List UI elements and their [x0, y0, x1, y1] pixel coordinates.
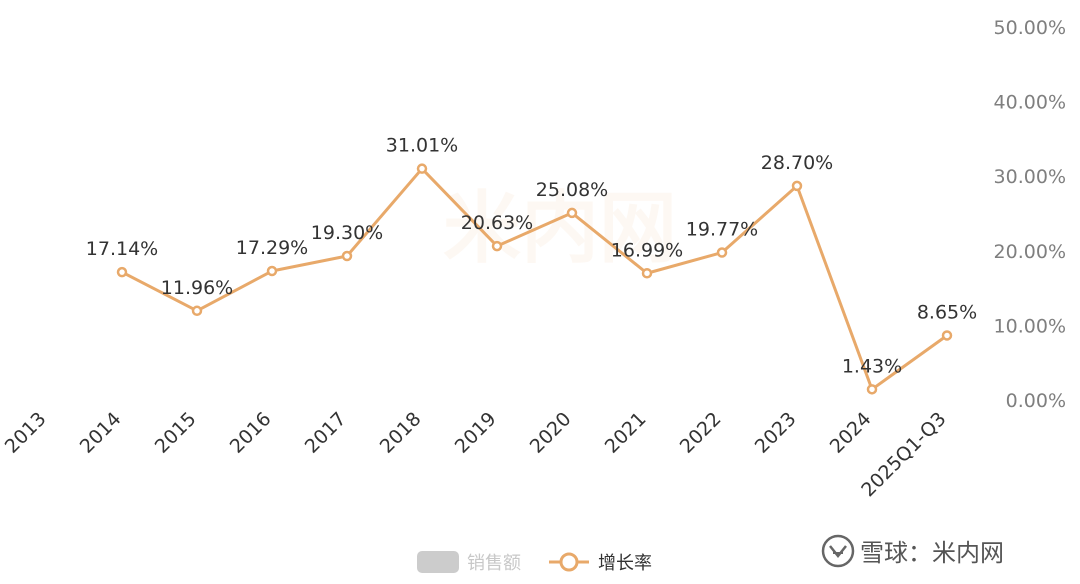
data-point[interactable] — [491, 240, 503, 252]
data-label: 31.01% — [386, 135, 458, 157]
x-tick-label: 2024 — [826, 408, 876, 458]
data-point[interactable] — [716, 247, 728, 258]
data-point[interactable] — [191, 305, 203, 317]
y-axis-ticks: 0.00% 10.00% 20.00% 30.00% 40.00% 50.00% — [994, 17, 1066, 412]
legend-item-sales[interactable]: 销售额 — [417, 551, 521, 574]
data-label: 1.43% — [842, 355, 902, 377]
legend-marker-growth — [559, 552, 579, 572]
x-tick-label: 2017 — [301, 408, 351, 458]
x-tick-label: 2021 — [601, 408, 651, 458]
footer-brand-text: 雪球：米内网 — [860, 539, 1004, 567]
data-labels: 17.14%11.96%17.29%19.30% 31.01% 20.63%25.0… — [86, 135, 977, 378]
data-point[interactable] — [941, 330, 953, 341]
data-point[interactable] — [791, 180, 803, 192]
data-label: 19.77% — [686, 219, 758, 241]
footer-brand: 雪球：米内网 — [821, 534, 1004, 568]
data-label: 25.08% — [536, 179, 608, 201]
series-line — [116, 163, 953, 395]
x-tick-label: 2016 — [226, 408, 276, 458]
data-point[interactable] — [866, 384, 878, 395]
data-label: 16.99% — [611, 239, 683, 261]
y-tick-label: 40.00% — [994, 92, 1066, 114]
x-tick-label: 2018 — [376, 408, 426, 458]
data-label: 17.29% — [236, 237, 308, 259]
y-tick-label: 20.00% — [994, 241, 1066, 263]
data-point[interactable] — [266, 265, 278, 277]
x-tick-label: 2022 — [676, 408, 726, 458]
data-point[interactable] — [566, 207, 578, 219]
data-label: 11.96% — [161, 277, 233, 299]
x-tick-label: 2023 — [751, 408, 801, 458]
x-tick-label: 2019 — [451, 408, 501, 458]
y-tick-label: 0.00% — [1006, 390, 1066, 412]
data-label: 28.70% — [761, 152, 833, 174]
legend-label-growth: 增长率 — [598, 553, 652, 574]
x-tick-label: 2015 — [151, 408, 201, 458]
legend: 销售额 增长率 — [417, 551, 652, 574]
y-tick-label: 50.00% — [994, 17, 1066, 39]
data-point[interactable] — [641, 268, 653, 279]
data-point[interactable] — [416, 163, 428, 174]
legend-swatch-sales — [417, 551, 459, 573]
data-point[interactable] — [341, 250, 353, 262]
data-label: 19.30% — [311, 222, 383, 244]
legend-label-sales: 销售额 — [467, 553, 521, 574]
growth-rate-line — [121, 167, 948, 391]
data-label: 20.63% — [461, 212, 533, 234]
x-tick-label: 2014 — [76, 408, 126, 458]
y-tick-label: 30.00% — [994, 166, 1066, 188]
y-tick-label: 10.00% — [994, 315, 1066, 337]
x-tick-label: 2013 — [1, 408, 51, 458]
x-axis-ticks: 2013 2014 2015 2016 2017 2018 2019 2020 2021 2022… — [1, 408, 951, 501]
data-point[interactable] — [116, 266, 128, 278]
snowball-logo-icon — [821, 534, 855, 568]
data-label: 17.14% — [86, 238, 158, 260]
x-tick-label: 2020 — [526, 408, 576, 458]
legend-item-growth[interactable]: 增长率 — [549, 552, 652, 574]
data-label: 8.65% — [917, 301, 977, 323]
